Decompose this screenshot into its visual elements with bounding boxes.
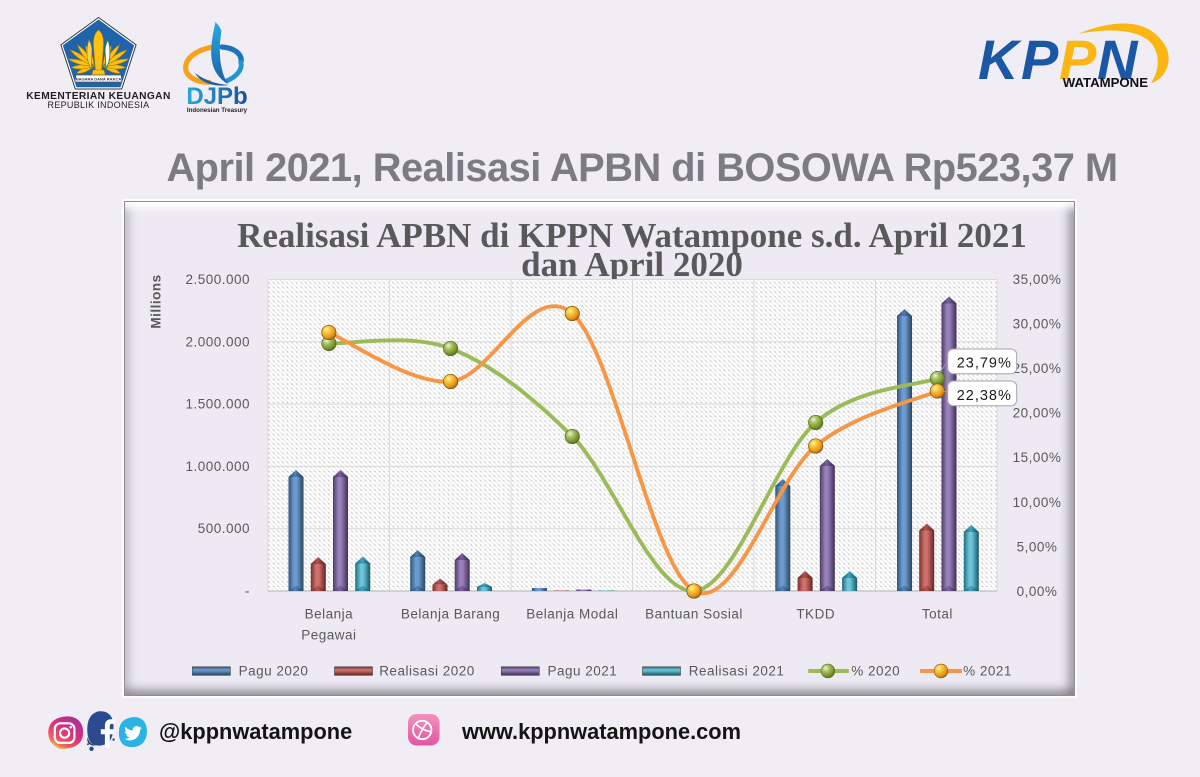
svg-text:22,38%: 22,38%	[957, 388, 1012, 404]
svg-text:Belanja: Belanja	[305, 607, 354, 622]
svg-text:Millions: Millions	[149, 274, 164, 328]
svg-text:Indonesian Treasury: Indonesian Treasury	[187, 107, 248, 114]
svg-text:Pagu 2020: Pagu 2020	[239, 664, 309, 679]
svg-text:dan April 2020: dan April 2020	[521, 245, 743, 284]
svg-text:15,00%: 15,00%	[1013, 450, 1062, 465]
svg-text:30,00%: 30,00%	[1013, 317, 1062, 332]
svg-text:P: P	[1059, 28, 1097, 91]
svg-text:20,00%: 20,00%	[1013, 406, 1062, 421]
svg-text:1.500.000: 1.500.000	[185, 397, 250, 412]
svg-text:Pegawai: Pegawai	[301, 628, 356, 643]
svg-text:K: K	[978, 28, 1022, 91]
svg-text:Realisasi 2021: Realisasi 2021	[689, 664, 785, 679]
svg-text:2.000.000: 2.000.000	[185, 334, 250, 349]
svg-text:Belanja Modal: Belanja Modal	[526, 607, 618, 622]
svg-text:Belanja Barang: Belanja Barang	[401, 607, 500, 622]
svg-text:5,00%: 5,00%	[1017, 539, 1058, 554]
svg-text:N: N	[1097, 28, 1139, 91]
svg-text:2.500.000: 2.500.000	[185, 272, 250, 287]
svg-text:REPUBLIK INDONESIA: REPUBLIK INDONESIA	[48, 100, 150, 110]
svg-text:Bantuan Sosial: Bantuan Sosial	[645, 607, 743, 622]
svg-text:% 2021: % 2021	[963, 664, 1012, 679]
svg-text:1.000.000: 1.000.000	[185, 459, 250, 474]
svg-text:500.000: 500.000	[198, 521, 250, 536]
svg-text:P: P	[1021, 28, 1059, 91]
svg-text:Realisasi 2020: Realisasi 2020	[379, 664, 475, 679]
svg-text:0,00%: 0,00%	[1017, 584, 1058, 599]
svg-text:NAGARA DANA RAKCA: NAGARA DANA RAKCA	[76, 77, 122, 82]
svg-text:Total: Total	[922, 607, 953, 622]
svg-text:10,00%: 10,00%	[1013, 495, 1062, 510]
svg-text:DJPb: DJPb	[186, 83, 247, 110]
svg-text:KEMENTERIAN KEUANGAN: KEMENTERIAN KEUANGAN	[26, 91, 170, 102]
svg-text:WATAMPONE: WATAMPONE	[1063, 75, 1148, 90]
svg-text:TKDD: TKDD	[796, 607, 835, 622]
svg-text:Pagu 2021: Pagu 2021	[548, 664, 618, 679]
svg-text:25,00%: 25,00%	[1013, 361, 1062, 376]
svg-text:Realisasi APBN di KPPN Watampo: Realisasi APBN di KPPN Watampone s.d. Ap…	[237, 216, 1027, 255]
svg-text:% 2020: % 2020	[851, 664, 900, 679]
svg-text:35,00%: 35,00%	[1013, 272, 1062, 287]
svg-text:23,79%: 23,79%	[957, 356, 1012, 372]
svg-text:-: -	[245, 584, 250, 599]
